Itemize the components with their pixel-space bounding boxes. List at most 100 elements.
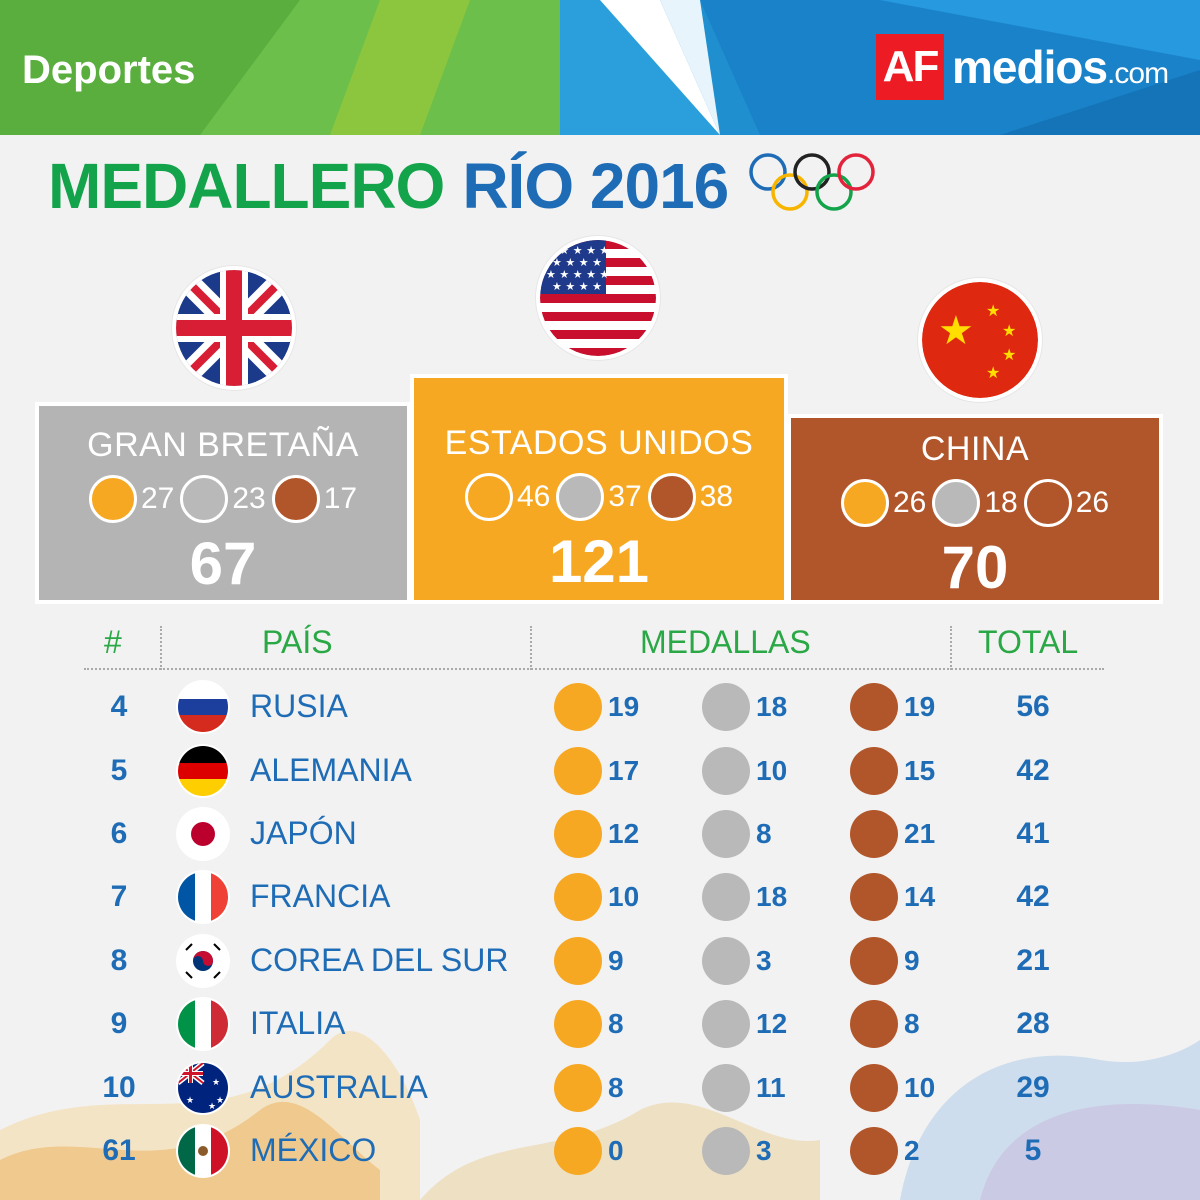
column-divider bbox=[530, 626, 532, 670]
table-row: 4 RUSIA 19 18 19 56 bbox=[0, 676, 1200, 736]
gold-cell: 17 bbox=[554, 747, 639, 795]
gold-cell: 19 bbox=[554, 683, 639, 731]
japan-flag-icon bbox=[178, 809, 228, 859]
gold-cell: 10 bbox=[554, 873, 639, 921]
bronze-cell: 14 bbox=[850, 873, 935, 921]
silver-medal-icon bbox=[702, 1064, 750, 1112]
silver-cell: 10 bbox=[702, 747, 787, 795]
gold-count: 8 bbox=[608, 1072, 624, 1103]
total-cell: 29 bbox=[1016, 1071, 1050, 1104]
country-cell: ITALIA bbox=[250, 1005, 346, 1041]
gold-cell: 9 bbox=[554, 937, 624, 985]
gold-medal-icon bbox=[840, 479, 889, 527]
podium-silver: 18 bbox=[932, 479, 1018, 527]
svg-text:★: ★ bbox=[1002, 345, 1016, 364]
rank-cell: 8 bbox=[110, 944, 128, 977]
country-cell: JAPÓN bbox=[250, 815, 357, 851]
total-cell: 5 bbox=[1024, 1134, 1042, 1167]
gold-medal-icon bbox=[554, 1064, 602, 1112]
silver-count: 18 bbox=[756, 691, 788, 722]
svg-text:★: ★ bbox=[938, 308, 974, 354]
silver-medal-icon bbox=[702, 1000, 750, 1048]
total-cell: 42 bbox=[1016, 754, 1050, 787]
silver-count: 10 bbox=[756, 755, 788, 786]
bronze-medal-icon bbox=[850, 1064, 898, 1112]
podium-bronze: 17 bbox=[271, 475, 358, 523]
brand-name-text: medios bbox=[952, 41, 1108, 93]
podium-silver: 23 bbox=[180, 475, 266, 523]
gold-medal-icon bbox=[554, 873, 602, 921]
table-row: 9 ITALIA 8 12 8 28 bbox=[0, 993, 1200, 1053]
brand-suffix: .com bbox=[1107, 57, 1169, 90]
bronze-cell: 2 bbox=[850, 1127, 920, 1175]
uk-flag-icon bbox=[172, 266, 296, 390]
country-cell: MÉXICO bbox=[250, 1132, 377, 1168]
gold-count: 9 bbox=[608, 945, 624, 976]
silver-count: 23 bbox=[232, 482, 266, 515]
rank-cell: 7 bbox=[110, 880, 128, 913]
total-cell: 56 bbox=[1016, 690, 1050, 723]
brand-mark: AF bbox=[876, 34, 944, 100]
svg-text:★: ★ bbox=[212, 1078, 220, 1088]
silver-count: 3 bbox=[756, 945, 772, 976]
mexico-flag-icon bbox=[178, 1126, 228, 1176]
header-total: TOTAL bbox=[978, 624, 1079, 660]
country-cell: ALEMANIA bbox=[250, 752, 412, 788]
bronze-count: 10 bbox=[904, 1072, 936, 1103]
bronze-count: 8 bbox=[904, 1008, 920, 1039]
silver-medal-icon bbox=[702, 810, 750, 858]
gold-medal-icon bbox=[554, 1127, 602, 1175]
section-label[interactable]: Deportes bbox=[22, 48, 196, 92]
podium-total: 70 bbox=[941, 534, 1009, 601]
bronze-cell: 10 bbox=[850, 1064, 935, 1112]
banner-background bbox=[0, 0, 1200, 135]
silver-count: 18 bbox=[984, 486, 1018, 519]
south-korea-flag-icon bbox=[178, 936, 228, 986]
italy-flag-icon bbox=[178, 999, 228, 1049]
svg-text:★ ★ ★ ★: ★ ★ ★ ★ bbox=[552, 280, 602, 293]
bronze-count: 26 bbox=[1075, 486, 1110, 519]
gold-count: 19 bbox=[608, 691, 640, 722]
brand-logo[interactable]: AF medios.com bbox=[876, 34, 1169, 100]
silver-medal-icon bbox=[702, 747, 750, 795]
header-medals: MEDALLAS bbox=[640, 624, 811, 660]
gold-count: 26 bbox=[892, 486, 927, 519]
total-cell: 41 bbox=[1016, 817, 1050, 850]
gold-count: 27 bbox=[140, 482, 175, 515]
country-cell: COREA DEL SUR bbox=[250, 942, 509, 978]
rank-cell: 9 bbox=[110, 1007, 128, 1040]
bronze-medal-icon bbox=[850, 1127, 898, 1175]
gold-count: 46 bbox=[516, 480, 551, 513]
bronze-cell: 15 bbox=[850, 747, 935, 795]
silver-medal-icon bbox=[556, 473, 605, 521]
podium-gold: 46 bbox=[464, 473, 551, 521]
podium-third: CHINA 26 18 26 70 bbox=[787, 414, 1163, 604]
bronze-count: 17 bbox=[323, 482, 358, 515]
gold-count: 17 bbox=[608, 755, 640, 786]
table-row: 7 FRANCIA 10 18 14 42 bbox=[0, 866, 1200, 926]
silver-count: 11 bbox=[756, 1072, 786, 1103]
svg-text:★ ★ ★ ★ ★: ★ ★ ★ ★ ★ bbox=[546, 268, 609, 281]
gold-count: 8 bbox=[608, 1008, 624, 1039]
gold-medal-icon bbox=[464, 473, 513, 521]
column-divider bbox=[160, 626, 162, 670]
gold-count: 0 bbox=[608, 1135, 624, 1166]
silver-count: 18 bbox=[756, 881, 788, 912]
bronze-count: 38 bbox=[699, 480, 734, 513]
rank-cell: 61 bbox=[102, 1134, 136, 1167]
bronze-count: 14 bbox=[904, 881, 936, 912]
decorative-background bbox=[0, 1031, 1200, 1200]
gold-medal-icon bbox=[554, 683, 602, 731]
podium-second: GRAN BRETAÑA 27 23 17 67 bbox=[35, 402, 411, 604]
svg-text:★: ★ bbox=[208, 1102, 216, 1112]
bronze-medal-icon bbox=[850, 937, 898, 985]
table-row: 8 COREA DEL SUR 9 3 9 21 bbox=[0, 930, 1200, 990]
bronze-medal-icon bbox=[850, 683, 898, 731]
title-part-2: RÍO 2016 bbox=[462, 150, 729, 222]
silver-medal-icon bbox=[702, 937, 750, 985]
table-row: 5 ALEMANIA 17 10 15 42 bbox=[0, 740, 1200, 800]
total-cell: 21 bbox=[1016, 944, 1050, 977]
title-part-1: MEDALLERO bbox=[48, 150, 445, 222]
bronze-cell: 19 bbox=[850, 683, 935, 731]
bronze-medal-icon bbox=[647, 473, 696, 521]
